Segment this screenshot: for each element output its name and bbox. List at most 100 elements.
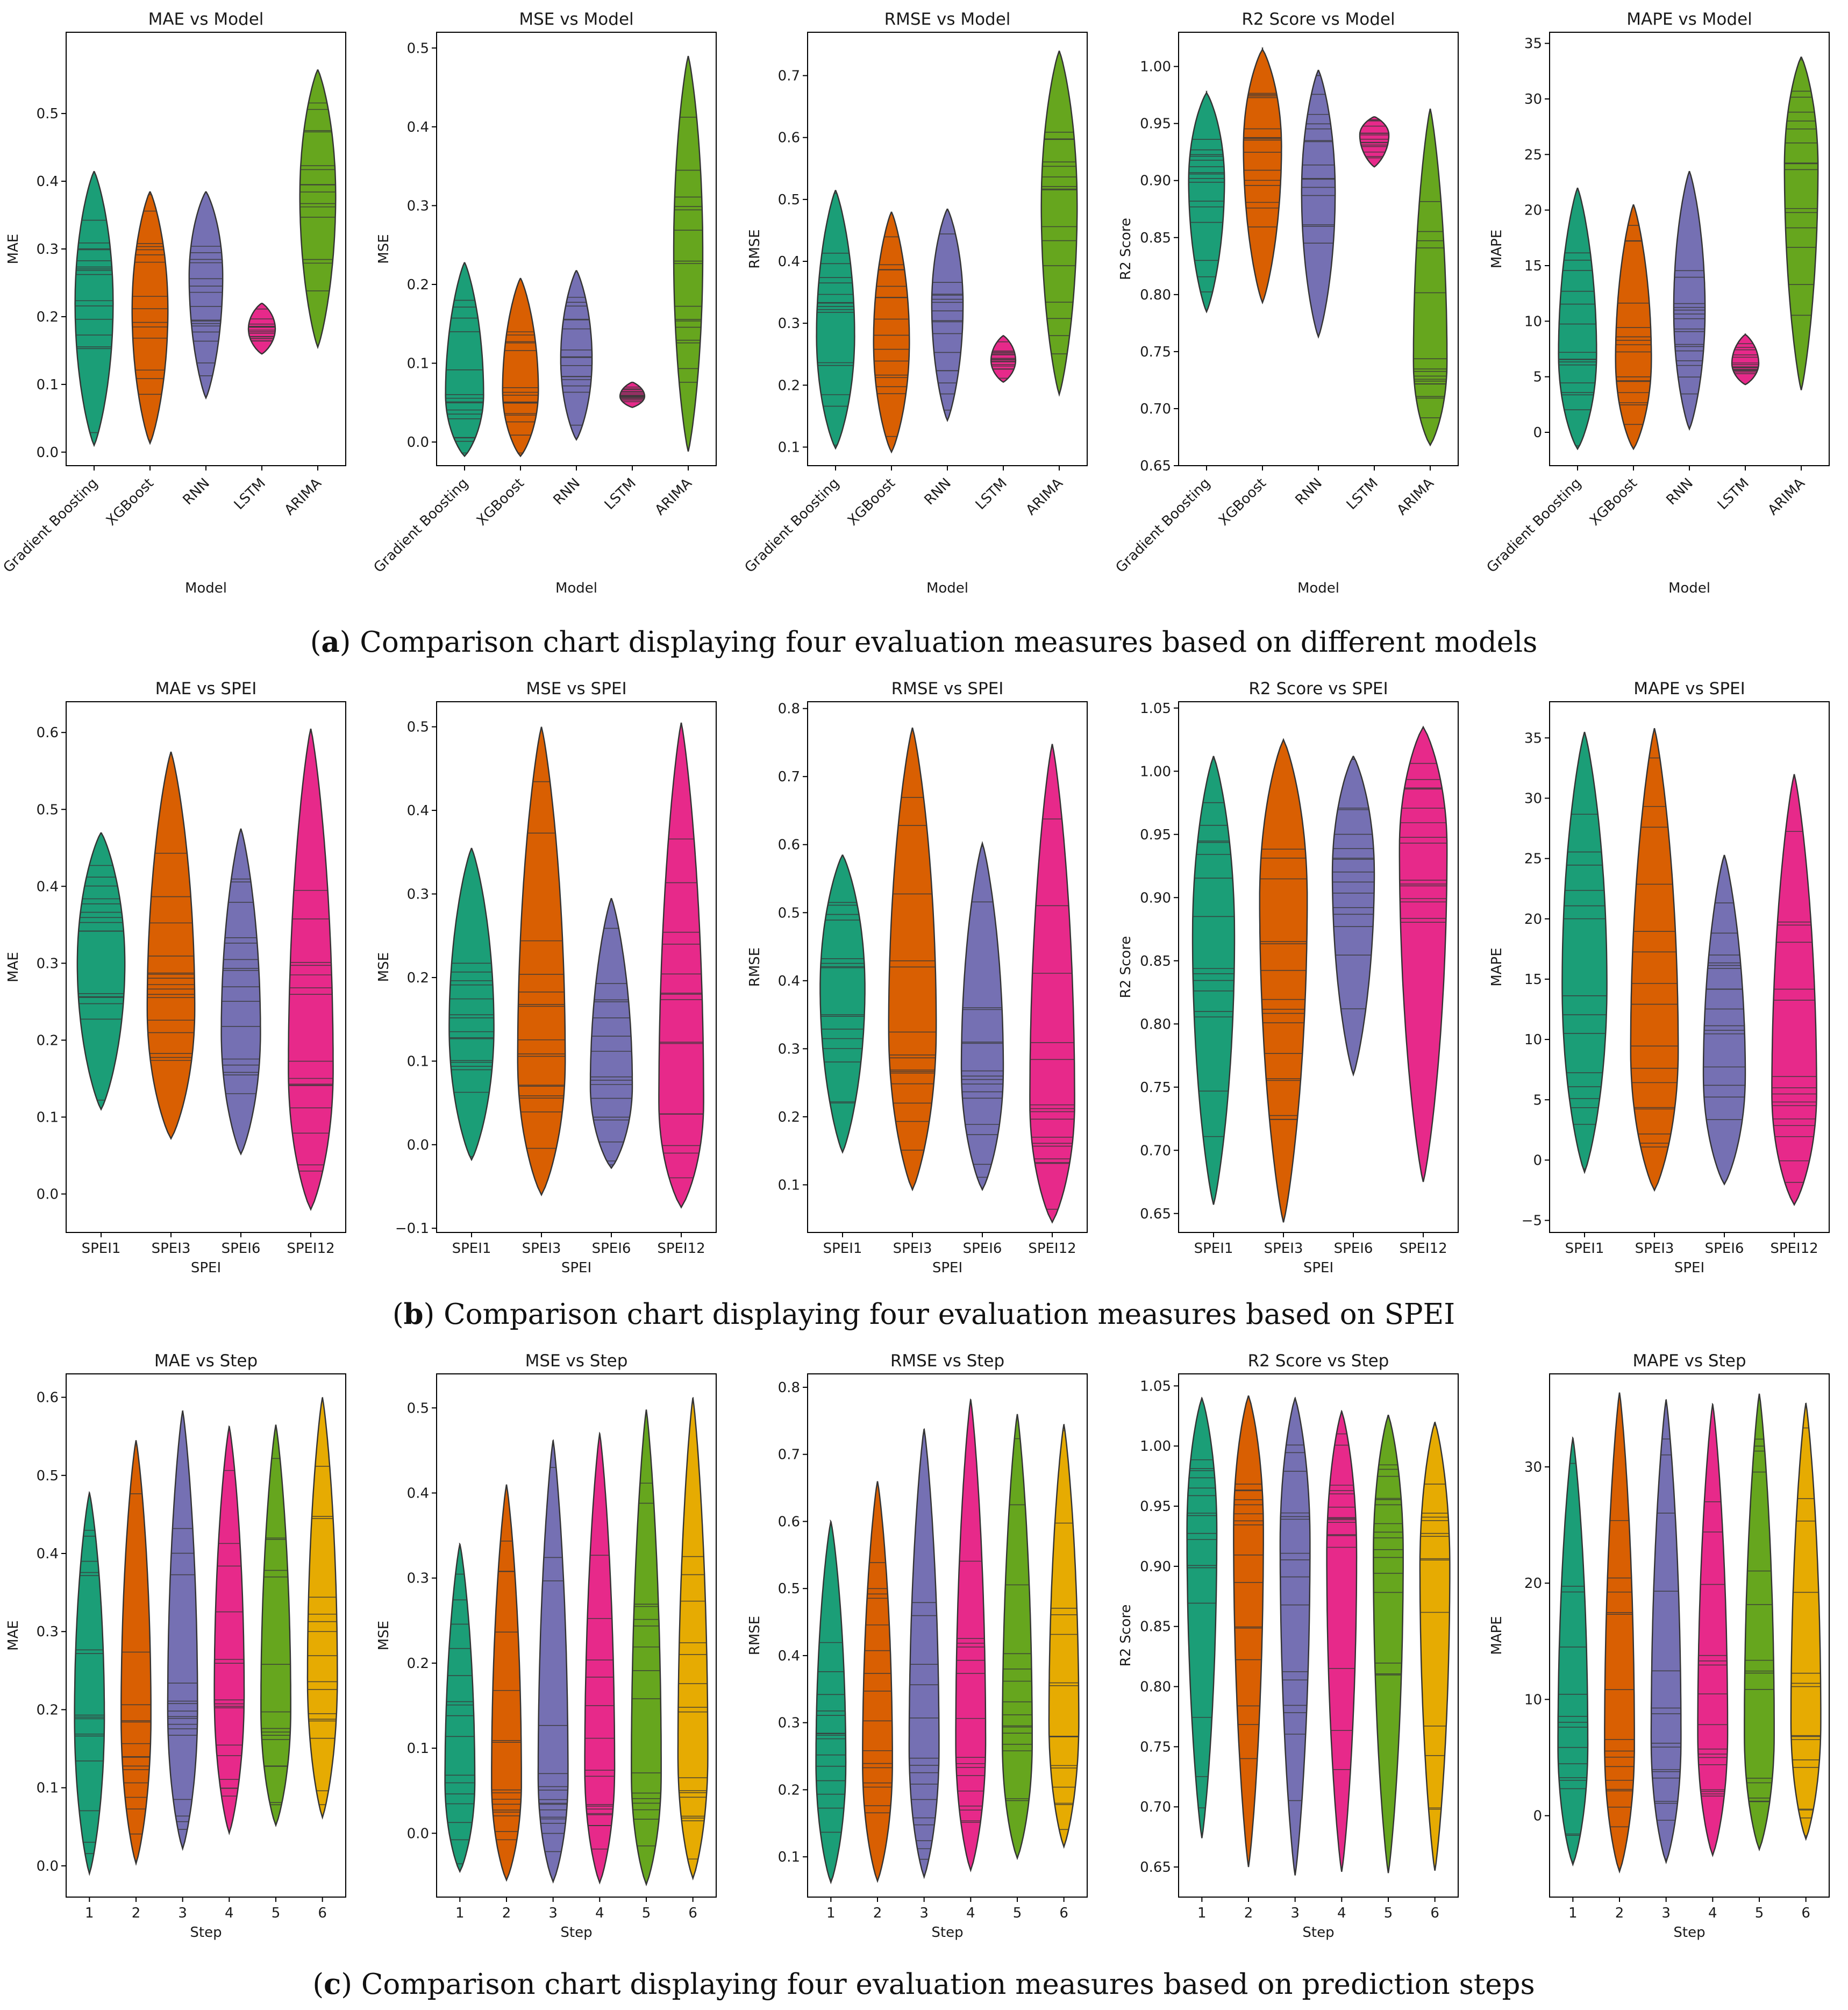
- chart-11-ylabel: MSE: [376, 1621, 392, 1650]
- chart-12-xtick-label: 3: [919, 1905, 929, 1921]
- chart-7-violin-3: [1029, 744, 1075, 1224]
- chart-8-title: R2 Score vs SPEI: [1248, 679, 1388, 698]
- chart-12-violin-3: [955, 1399, 987, 1873]
- chart-8-xtick-label: SPEI3: [1264, 1241, 1303, 1257]
- chart-8-xtick-label: SPEI1: [1194, 1241, 1233, 1257]
- chart-5-violin-1: [146, 751, 196, 1141]
- chart-0-violin-2: [188, 191, 224, 400]
- chart-4-xlabel: Model: [1668, 580, 1710, 596]
- chart-3-violin-3: [1359, 116, 1390, 168]
- chart-2-ytick-label: 0.2: [778, 377, 800, 394]
- chart-4: MAPE vs Model 0 5 10 15 20 25 30 35 MAPE Gradient …: [1484, 10, 1830, 596]
- chart-6-xtick-label: SPEI3: [522, 1241, 561, 1257]
- chart-6-ytick-label: 0.0: [407, 1137, 429, 1153]
- chart-14-violin-2: [1650, 1399, 1682, 1864]
- chart-0-violin-1: [131, 191, 169, 445]
- chart-6-violin-1: [517, 726, 566, 1196]
- chart-14-ytick-label: 0: [1533, 1808, 1542, 1824]
- chart-3-violin-0: [1188, 90, 1225, 313]
- chart-11-violin-2: [537, 1439, 569, 1884]
- chart-12-xtick-label: 1: [826, 1905, 836, 1921]
- chart-11-xtick-label: 4: [595, 1905, 604, 1921]
- chart-11-violin-0: [444, 1542, 476, 1873]
- chart-0-xlabel: Model: [185, 580, 227, 596]
- chart-3-title: R2 Score vs Model: [1241, 10, 1395, 29]
- chart-10-ytick-label: 0.2: [37, 1702, 59, 1718]
- chart-6-ytick-label: 0.2: [407, 970, 429, 986]
- caption-b: (b) Comparison chart displaying four eva…: [393, 1298, 1455, 1331]
- chart-9-ytick-label: 25: [1524, 851, 1542, 867]
- chart-3-ytick-label: 1.00: [1140, 59, 1171, 75]
- chart-2-ytick-label: 0.7: [778, 68, 800, 84]
- chart-5-ytick-label: 0.5: [37, 802, 59, 818]
- chart-14-axes-frame: [1549, 1373, 1830, 1898]
- chart-7-ytick-label: 0.2: [778, 1109, 800, 1125]
- chart-7-violin-2: [960, 840, 1004, 1192]
- chart-9-violin-2: [1702, 854, 1746, 1186]
- chart-13-violin-4: [1373, 1414, 1404, 1873]
- chart-7-ytick-label: 0.8: [778, 701, 800, 717]
- chart-2-xtick-label: Gradient Boosting: [742, 475, 843, 576]
- chart-0-xtick-label: ARIMA: [282, 475, 325, 519]
- chart-7-violin-1: [888, 727, 937, 1192]
- chart-10-xtick-label: 2: [132, 1905, 141, 1921]
- chart-13-ytick-label: 0.80: [1140, 1679, 1171, 1695]
- chart-13-violin-1: [1233, 1395, 1264, 1868]
- chart-4-violin-3: [1731, 333, 1760, 386]
- plots-container: MAE vs Model 0.0 0.1 0.2 0.3 0.4 0.5 MAE Gradien…: [1, 10, 1830, 1941]
- chart-12: RMSE vs Step 0.1 0.2 0.3 0.4 0.5 0.6 0.7 0.8 RMSE…: [747, 1351, 1088, 1941]
- chart-5: MAE vs SPEI 0.0 0.1 0.2 0.3 0.4 0.5 0.6 MAE SPEI1…: [5, 679, 346, 1276]
- chart-4-xtick-label: LSTM: [1715, 475, 1752, 513]
- chart-9-violin-1: [1630, 728, 1679, 1192]
- chart-11-xtick-label: 5: [642, 1905, 651, 1921]
- chart-9-xtick-label: SPEI12: [1770, 1241, 1818, 1257]
- chart-10-ytick-label: 0.4: [37, 1546, 59, 1562]
- chart-6-axes-frame: [436, 701, 717, 1233]
- chart-7-violin-0: [819, 854, 866, 1154]
- chart-9-violin-0: [1561, 731, 1608, 1174]
- chart-12-ytick-label: 0.6: [778, 1514, 800, 1530]
- chart-1-violin-0: [445, 262, 484, 458]
- chart-1-xtick-label: XGBoost: [474, 475, 527, 529]
- chart-12-ytick-label: 0.4: [778, 1648, 800, 1664]
- chart-12-ytick-label: 0.3: [778, 1715, 800, 1731]
- chart-5-xtick-label: SPEI3: [152, 1241, 191, 1257]
- chart-2-ytick-label: 0.1: [778, 439, 800, 455]
- chart-8-ytick-label: 1.00: [1140, 764, 1171, 780]
- chart-9: MAPE vs SPEI −5 0 5 10 15 20 25 30 35 MAPE SPEI1 SPE…: [1489, 679, 1830, 1276]
- chart-3-ytick-label: 0.85: [1140, 230, 1171, 246]
- chart-6-ytick-label: 0.3: [407, 886, 429, 902]
- caption-c-text: Comparison chart displaying four evaluat…: [352, 1968, 1535, 2001]
- chart-11-ytick-label: 0.2: [407, 1656, 429, 1672]
- chart-14-violin-1: [1604, 1392, 1635, 1874]
- chart-2-ytick-label: 0.3: [778, 316, 800, 332]
- chart-5-xtick-label: SPEI12: [287, 1241, 334, 1257]
- chart-13-xtick-label: 6: [1430, 1905, 1439, 1921]
- chart-10-violin-3: [213, 1425, 245, 1836]
- chart-1: MSE vs Model 0.0 0.1 0.2 0.3 0.4 0.5 MSE Gradien…: [371, 10, 717, 596]
- chart-13-xtick-label: 2: [1244, 1905, 1253, 1921]
- chart-13-violin-0: [1186, 1396, 1218, 1838]
- chart-7-ytick-label: 0.1: [778, 1177, 800, 1193]
- chart-1-ytick-label: 0.3: [407, 198, 429, 214]
- chart-14-violin-0: [1557, 1436, 1589, 1867]
- chart-0-ytick-label: 0.5: [37, 106, 59, 122]
- chart-1-ylabel: MSE: [376, 234, 392, 263]
- chart-7-title: RMSE vs SPEI: [891, 679, 1004, 698]
- caption-a: (a) Comparison chart displaying four eva…: [310, 625, 1538, 659]
- chart-1-ytick-label: 0.0: [407, 434, 429, 451]
- chart-5-xtick-label: SPEI6: [222, 1241, 261, 1257]
- chart-11-axes-frame: [436, 1373, 717, 1898]
- chart-5-title: MAE vs SPEI: [155, 679, 257, 698]
- chart-8-ytick-label: 0.85: [1140, 953, 1171, 970]
- chart-6-ytick-label: 0.5: [407, 719, 429, 736]
- chart-6-violin-0: [448, 847, 495, 1161]
- chart-7-ytick-label: 0.7: [778, 769, 800, 785]
- chart-6: MSE vs SPEI −0.1 0.0 0.1 0.2 0.3 0.4 0.5 MSE SPEI…: [376, 679, 717, 1276]
- chart-11-violin-1: [491, 1484, 522, 1882]
- chart-1-ytick-label: 0.5: [407, 40, 429, 56]
- chart-1-xtick-label: LSTM: [602, 475, 639, 513]
- chart-5-violin-2: [220, 828, 261, 1156]
- chart-2-ytick-label: 0.6: [778, 130, 800, 146]
